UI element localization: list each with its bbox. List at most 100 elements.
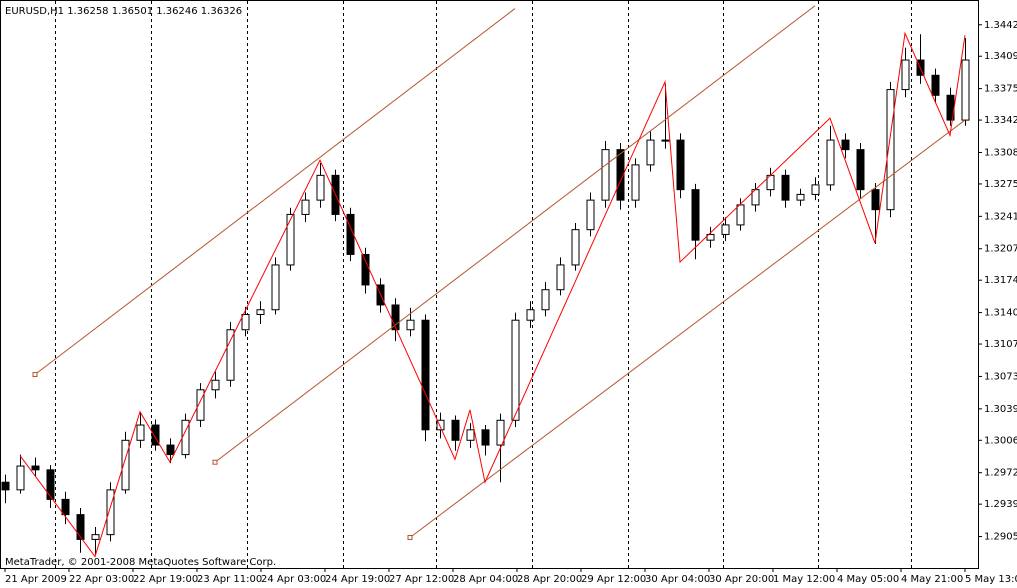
y-tick-label: 1.31070 [984,339,1017,350]
candle-body [736,204,745,226]
x-tick-label: 24 Apr 19:00 [325,574,390,585]
candle-body [556,264,565,291]
y-tick-label: 1.30730 [984,371,1017,382]
y-tick-label: 1.32410 [984,211,1017,222]
y-tick-label: 1.29720 [984,468,1017,479]
channel-anchor [32,372,38,378]
y-tick-label: 1.33750 [984,84,1017,95]
x-tick-label: 24 Apr 03:00 [261,574,326,585]
y-tick-label: 1.32070 [984,244,1017,255]
x-tick-label: 22 Apr 19:00 [133,574,198,585]
y-tick-label: 1.32750 [984,179,1017,190]
candle-body [526,309,535,321]
channel-line [409,119,966,538]
x-tick-label: 29 Apr 12:00 [581,574,646,585]
candle-body [91,534,100,540]
candle-body [856,149,865,191]
candle-body [346,213,355,255]
channel-anchor [407,535,413,541]
period-separators [55,1,912,568]
x-tick-label: 5 May 13:00 [965,574,1017,585]
x-tick-label: 23 Apr 11:00 [197,574,262,585]
footer: MetaTrader, © 2001-2008 MetaQuotes Softw… [5,557,276,568]
x-tick-label: 4 May 05:00 [837,574,899,585]
candle-body [721,224,730,235]
x-tick-label: 21 Apr 2009 [5,574,67,585]
candle-body [571,229,580,266]
y-tick-label: 1.30390 [984,404,1017,415]
y-tick-label: 1.34090 [984,51,1017,62]
candle-body [616,149,625,201]
zigzag-line [19,31,966,558]
candle-body [151,424,160,446]
candle-body [631,164,640,201]
y-tick-label: 1.30060 [984,435,1017,446]
candle-body [676,139,685,191]
candle-body [481,429,490,446]
candle-body [646,139,655,166]
candle-body [961,59,970,121]
candle-body [241,313,250,331]
y-tick-label: 1.29050 [984,532,1017,543]
y-tick-label: 1.33420 [984,115,1017,126]
x-tick-label: 22 Apr 03:00 [69,574,134,585]
candle-body [781,174,790,201]
candle-body [391,304,400,331]
candle-body [796,193,805,201]
candle-body [451,419,460,441]
candle-body [16,465,25,491]
candle-body [196,389,205,421]
x-tick-label: 28 Apr 04:00 [453,574,518,585]
candle-body [931,74,940,96]
y-tick-label: 1.29390 [984,499,1017,510]
candle-body [46,469,55,500]
candle-body [661,139,670,142]
candle-body [586,199,595,231]
candle-body [76,514,85,540]
x-tick-label: 28 Apr 20:00 [517,574,582,585]
candle-body [811,184,820,195]
candle-body [901,59,910,91]
x-tick-label: 27 Apr 12:00 [389,574,454,585]
candle-body [61,498,70,516]
candle-body [361,253,370,286]
candle-body [286,213,295,266]
x-tick-label: 4 May 21:00 [901,574,963,585]
channel-line [214,5,816,463]
candle-body [406,319,415,331]
candle-body [706,233,715,241]
candle-body [826,139,835,186]
plot-frame [0,0,979,569]
candle-body [271,264,280,311]
candle-body [511,319,520,421]
chart-title: EURUSD,H1 1.36258 1.36501 1.36246 1.3632… [5,6,242,17]
candle-body [436,419,445,431]
channel-anchor [212,459,218,465]
candle-body [466,429,475,441]
channel-line [34,8,516,375]
candle-body [316,174,325,201]
y-tick-label: 1.34420 [984,20,1017,31]
candle-body [886,89,895,211]
x-tick-label: 30 Apr 04:00 [645,574,710,585]
candle-body [601,149,610,201]
candle-body [31,465,40,471]
candle-body [166,444,175,456]
candle-body [226,329,235,381]
y-tick-label: 1.31740 [984,275,1017,286]
x-tick-label: 30 Apr 20:00 [709,574,774,585]
candle-body [841,139,850,151]
candle-body [496,419,505,446]
candle-body [121,439,130,491]
candle-body [136,424,145,441]
candle-body [106,489,115,536]
candle-body [871,189,880,211]
candle-body [421,319,430,431]
candle-body [1,481,10,491]
candle-body [211,379,220,391]
candle-body [541,289,550,311]
y-tick-label: 1.33080 [984,147,1017,158]
candle-body [256,309,265,315]
candle-body [691,189,700,241]
